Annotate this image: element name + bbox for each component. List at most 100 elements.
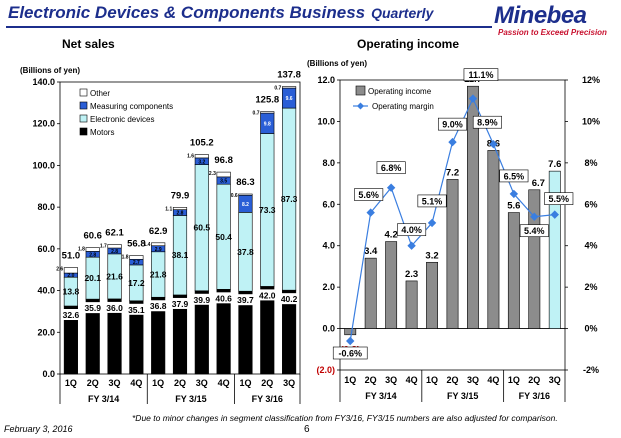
y2-tick-label: 12% xyxy=(582,75,600,85)
x-tick-label: 3Q xyxy=(385,375,397,385)
data-label-motors: 42.0 xyxy=(259,290,276,300)
data-label-electronic: 21.6 xyxy=(106,271,123,281)
data-label-other: 1.4 xyxy=(143,242,150,248)
y2-tick-label: 0% xyxy=(584,324,597,334)
y-tick-label: 140.0 xyxy=(32,77,55,87)
bar-segment xyxy=(85,247,100,252)
legend-swatch xyxy=(79,114,88,123)
data-label-motors: 35.1 xyxy=(128,305,145,315)
income-label: 3.2 xyxy=(425,250,438,261)
data-label-other: 1.8 xyxy=(122,255,129,261)
x-tick-label: 2Q xyxy=(446,375,458,385)
x-tick-label: 1Q xyxy=(508,375,520,385)
income-bar xyxy=(385,241,398,329)
income-bar xyxy=(446,179,459,329)
data-label-measuring: 3.2 xyxy=(198,159,205,165)
bar-segment xyxy=(172,207,188,210)
data-label-electronic: 50.4 xyxy=(215,232,232,242)
bar-segment xyxy=(238,193,253,196)
group-label: FY 3/14 xyxy=(365,391,396,401)
y-tick-label: 40.0 xyxy=(37,286,55,296)
income-bar xyxy=(364,257,377,329)
data-label-measuring: 9.6 xyxy=(286,96,293,102)
margin-label-box xyxy=(332,346,368,360)
company-logo: Minebea xyxy=(494,2,587,29)
y-tick-label: 80.0 xyxy=(37,202,55,212)
y-axis-label: (Billions of yen) xyxy=(307,59,367,68)
margin-point xyxy=(407,241,416,250)
margin-label: 4.0% xyxy=(401,225,422,235)
data-label-motors: 36.0 xyxy=(106,303,123,313)
data-label-electronic: 60.5 xyxy=(194,223,211,233)
margin-label-box xyxy=(472,115,502,129)
group-label: FY 3/16 xyxy=(519,391,550,401)
x-tick-label: 2Q xyxy=(87,378,99,388)
data-label-total: 60.6 xyxy=(83,231,102,242)
group-label: FY 3/15 xyxy=(447,391,478,401)
legend-swatch xyxy=(79,127,88,136)
data-label-motors: 36.8 xyxy=(150,301,167,311)
margin-point xyxy=(366,208,375,217)
x-tick-label: 2Q xyxy=(174,378,186,388)
title-underline xyxy=(6,26,492,28)
label-bg xyxy=(235,294,256,306)
margin-label-box xyxy=(417,194,447,208)
label-bg xyxy=(104,301,125,313)
margin-label: 9.0% xyxy=(442,120,463,130)
x-tick-label: 1Q xyxy=(426,375,438,385)
chart-title: Operating income xyxy=(357,37,459,51)
x-tick-label: 2Q xyxy=(528,375,540,385)
label-bg xyxy=(60,309,81,321)
y2-tick-label: 6% xyxy=(584,199,597,209)
x-tick-label: 1Q xyxy=(239,378,251,388)
legend-marker xyxy=(357,102,364,110)
legend-swatch xyxy=(355,85,366,96)
y-tick-label: 6.0 xyxy=(322,199,335,209)
margin-label-box xyxy=(376,161,406,175)
income-bar xyxy=(487,150,500,329)
income-bar xyxy=(426,261,438,329)
data-label-total: 125.8 xyxy=(255,95,279,106)
y-tick-label: 120.0 xyxy=(32,119,55,129)
margin-label: 6.8% xyxy=(381,163,402,173)
data-label-electronic: 37.8 xyxy=(237,247,254,257)
legend-label: Measuring components xyxy=(90,102,173,111)
legend-label: Electronic devices xyxy=(90,115,154,124)
income-label: 7.6 xyxy=(548,159,561,170)
margin-point xyxy=(346,336,355,346)
x-tick-label: 3Q xyxy=(549,375,561,385)
x-tick-label: 1Q xyxy=(65,378,77,388)
x-tick-label: 3Q xyxy=(467,375,479,385)
margin-label: 5.1% xyxy=(422,196,443,206)
income-bar xyxy=(405,280,418,329)
margin-label-box xyxy=(519,224,549,238)
margin-label-box xyxy=(463,68,499,81)
data-label-total: 137.8 xyxy=(277,70,301,81)
margin-label: 5.6% xyxy=(358,190,379,200)
y2-tick-label: 2% xyxy=(584,282,597,292)
y-tick-label: 60.0 xyxy=(37,244,55,254)
income-label: 6.7 xyxy=(532,178,545,189)
margin-label: 6.5% xyxy=(504,171,525,181)
y-tick-label: 2.0 xyxy=(322,282,335,292)
data-label-total: 62.9 xyxy=(149,226,168,237)
margin-label-box xyxy=(437,117,467,131)
legend-label: Operating margin xyxy=(372,102,434,111)
x-tick-label: 1Q xyxy=(344,375,356,385)
y2-tick-label: -2% xyxy=(583,365,599,375)
y2-tick-label: 10% xyxy=(582,116,600,126)
x-tick-label: 3Q xyxy=(109,378,121,388)
income-bar xyxy=(548,170,561,329)
data-label-motors: 39.7 xyxy=(237,295,254,305)
margin-label: 5.4% xyxy=(524,226,545,236)
data-label-other: 1.8 xyxy=(78,247,85,253)
bar-segment xyxy=(129,255,144,260)
margin-label-box xyxy=(397,223,427,237)
data-label-measuring: 2.8 xyxy=(177,211,184,217)
y-tick-label: (2.0) xyxy=(316,365,335,375)
data-label-electronic: 13.8 xyxy=(63,287,80,297)
x-tick-label: 3Q xyxy=(196,378,208,388)
income-label: 2.3 xyxy=(405,269,418,280)
data-label-other: 1.7 xyxy=(100,243,107,249)
